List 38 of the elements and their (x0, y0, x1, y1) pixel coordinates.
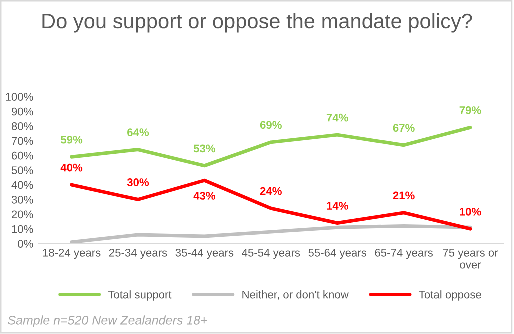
data-label: 64% (128, 128, 150, 136)
x-tick-label: 25-34 years (109, 248, 168, 260)
legend-label: Total oppose (419, 290, 482, 301)
data-label: 59% (61, 136, 83, 144)
y-tick-label: 100% (6, 93, 34, 101)
y-tick-label: 0% (18, 240, 34, 248)
data-label: 79% (460, 106, 482, 114)
x-tick-label: 45-54 years (242, 249, 300, 260)
data-label: 43% (194, 192, 216, 200)
x-tick-label: 75 years or over (443, 249, 498, 269)
y-tick-label: 80% (12, 122, 34, 130)
data-label: 21% (393, 192, 415, 200)
line-series (70, 224, 472, 244)
y-tick-label: 70% (12, 137, 34, 146)
data-label: 69% (260, 121, 282, 130)
data-label: 40% (60, 164, 83, 172)
y-tick-label: 90% (12, 108, 34, 116)
data-label: 30% (127, 178, 150, 186)
data-label: 10% (460, 208, 482, 216)
y-tick-label: 50% (12, 166, 34, 174)
x-tick-label: 18-24 years (43, 248, 101, 260)
legend-label: Total support (108, 290, 172, 301)
legend-label: Neither, or don't know (242, 290, 349, 300)
y-tick-label: 40% (12, 181, 34, 190)
x-tick-label: 55-64 years (308, 248, 367, 260)
data-label: 53% (194, 144, 216, 153)
data-label: 67% (393, 124, 415, 132)
data-label: 24% (260, 187, 282, 196)
x-tick-label: 35-44 years (176, 248, 234, 260)
x-tick-label: 65-74 years (375, 248, 433, 260)
y-tick-label: 30% (12, 196, 34, 204)
data-label: 74% (326, 114, 348, 122)
y-tick-label: 60% (12, 152, 34, 160)
text: Sample n=520 New Zealanders 18+ (8, 316, 208, 328)
chart-title: Do you support or oppose the mandate policy? (42, 13, 472, 33)
data-label: 14% (327, 202, 348, 210)
y-tick-label: 10% (12, 225, 34, 234)
y-tick-label: 20% (12, 210, 34, 219)
